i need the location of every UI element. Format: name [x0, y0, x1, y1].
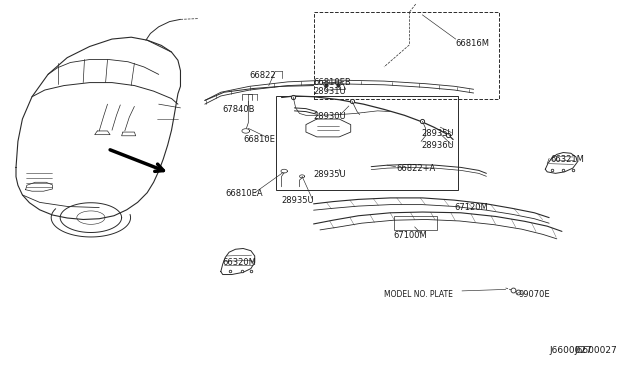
Text: 66816M: 66816M — [456, 39, 490, 48]
Text: J6600027: J6600027 — [575, 346, 618, 355]
Text: 99070E: 99070E — [518, 290, 550, 299]
Text: 67120M: 67120M — [454, 203, 488, 212]
Text: 28930U: 28930U — [314, 112, 346, 121]
Text: 66810E: 66810E — [243, 135, 275, 144]
Text: 67840B: 67840B — [223, 105, 255, 114]
Text: 66810EA: 66810EA — [225, 189, 263, 198]
Text: 28935U: 28935U — [282, 196, 314, 205]
Text: 66822+A: 66822+A — [397, 164, 436, 173]
Text: 28931U: 28931U — [314, 87, 346, 96]
Text: 66320M: 66320M — [223, 258, 257, 267]
Bar — [314, 12, 499, 99]
Text: 28935U: 28935U — [314, 170, 346, 179]
Text: MODEL NO. PLATE: MODEL NO. PLATE — [384, 290, 453, 299]
Text: 28936U: 28936U — [421, 141, 454, 150]
Bar — [394, 216, 437, 230]
Bar — [276, 96, 458, 190]
Text: 66822: 66822 — [250, 71, 276, 80]
Text: J6600027: J6600027 — [549, 346, 592, 355]
Text: 66321M: 66321M — [550, 155, 584, 164]
Text: 67100M: 67100M — [394, 231, 428, 240]
Text: 66810EB: 66810EB — [314, 78, 351, 87]
Text: 28935U: 28935U — [421, 129, 454, 138]
